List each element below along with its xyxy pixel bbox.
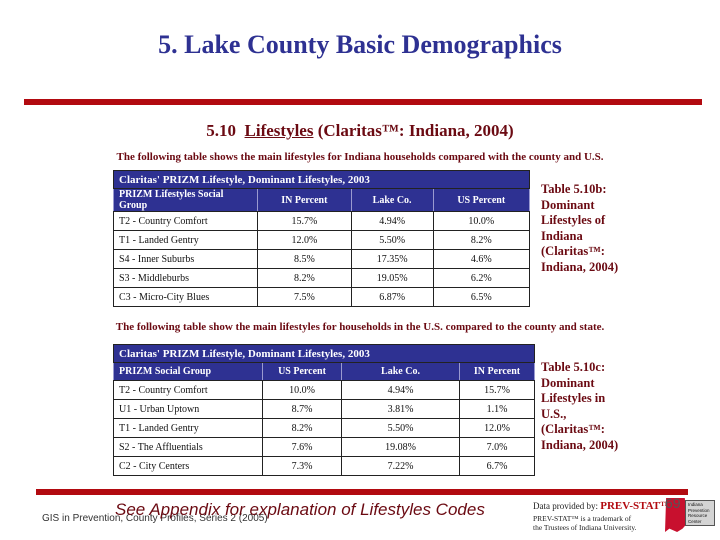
table-5-10b-caption: Table 5.10b: Dominant Lifestyles of Indi… [541,182,651,275]
value-cell: 7.3% [262,456,342,476]
group-cell: C3 - Micro-City Blues [113,287,258,307]
trademark-note: PREV-STAT™ is a trademark of the Trustee… [533,514,636,532]
caption-line: Indiana [541,228,583,243]
indiana-map-icon [665,498,687,532]
page-title: 5. Lake County Basic Demographics [158,30,562,59]
caption-line: Lifestyles of [541,213,606,227]
value-cell: 8.2% [257,268,352,288]
value-cell: 19.08% [341,437,460,457]
column-header: IN Percent [459,362,535,381]
value-cell: 6.87% [350,287,434,307]
value-cell: 7.0% [459,437,535,457]
value-cell: 15.7% [459,380,535,400]
value-cell: 7.6% [262,437,342,457]
page-number: 69 [665,495,681,511]
group-cell: T2 - Country Comfort [113,211,258,231]
intro-text-1: The following table shows the main lifes… [116,151,604,163]
value-cell: 6.5% [432,287,531,307]
value-cell: 4.94% [341,380,460,400]
caption-line: (Claritas™: [541,244,605,258]
prev-stat-brand: PREV-STAT™ [600,500,672,512]
table-caption: Claritas' PRIZM Lifestyle, Dominant Life… [113,344,535,363]
column-header: Lake Co. [341,362,460,381]
group-cell: U1 - Urban Uptown [113,399,263,419]
value-cell: 8.7% [262,399,342,419]
caption-line: U.S., [541,406,567,421]
column-header: US Percent [432,188,531,212]
table-row: C3 - Micro-City Blues 7.5% 6.87% 6.5% [113,287,531,307]
value-cell: 17.35% [350,249,434,269]
value-cell: 19.05% [350,268,434,288]
appendix-note: See Appendix for explanation of Lifestyl… [115,500,485,519]
group-cell: C2 - City Centers [113,456,263,476]
value-cell: 3.81% [341,399,460,419]
group-cell: T1 - Landed Gentry [113,418,263,438]
footer-source: GIS in Prevention, County Profiles, Seri… [42,513,268,524]
value-cell: 6.7% [459,456,535,476]
section-heading: 5.10 Lifestyles (Claritas™: Indiana, 200… [0,121,720,141]
value-cell: 6.2% [432,268,531,288]
provided-by-label: Data provided by: [533,501,601,511]
table-row: T2 - Country Comfort 10.0% 4.94% 15.7% [113,380,535,400]
value-cell: 7.22% [341,456,460,476]
caption-line: Table 5.10c: [541,360,606,374]
caption-line: Indiana, 2004) [541,437,619,452]
iprc-logo: Indiana Prevention Resource Center [685,500,715,526]
value-cell: 7.5% [257,287,352,307]
column-header: Lake Co. [350,188,434,212]
table-row: U1 - Urban Uptown 8.7% 3.81% 1.1% [113,399,535,419]
bottom-divider [36,489,688,495]
table-row: T2 - Country Comfort 15.7% 4.94% 10.0% [113,211,531,231]
top-divider [24,99,702,105]
caption-line: Indiana, 2004) [541,259,619,274]
table-row: S3 - Middleburbs 8.2% 19.05% 6.2% [113,268,531,288]
data-provider-line: Data provided by: PREV-STAT™ [533,500,671,512]
value-cell: 4.94% [350,211,434,231]
trademark-line: the Trustees of Indiana University. [533,523,637,532]
group-cell: T1 - Landed Gentry [113,230,258,250]
column-header: PRIZM Social Group [113,362,263,381]
group-cell: S4 - Inner Suburbs [113,249,258,269]
value-cell: 15.7% [257,211,352,231]
value-cell: 8.5% [257,249,352,269]
value-cell: 5.50% [341,418,460,438]
lifestyles-link[interactable]: Lifestyles [244,121,314,140]
caption-line: (Claritas™: [541,422,605,436]
value-cell: 8.2% [262,418,342,438]
caption-line: Dominant [541,375,595,390]
value-cell: 10.0% [262,380,342,400]
trademark-line: PREV-STAT™ is a trademark of [533,514,632,523]
value-cell: 12.0% [257,230,352,250]
section-number: 5.10 [206,121,237,140]
value-cell: 5.50% [350,230,434,250]
value-cell: 4.6% [432,249,531,269]
caption-line: Table 5.10b: [541,182,607,196]
value-cell: 12.0% [459,418,535,438]
caption-line: Lifestyles in [541,391,606,405]
group-cell: T2 - Country Comfort [113,380,263,400]
table-5-10c-caption: Table 5.10c: Dominant Lifestyles in U.S.… [541,360,651,453]
us-lifestyles-table: Claritas' PRIZM Lifestyle, Dominant Life… [113,344,535,476]
table-caption: Claritas' PRIZM Lifestyle, Dominant Life… [113,170,530,189]
intro-text-2: The following table show the main lifest… [115,321,605,333]
column-header: PRIZM Lifestyles Social Group [113,188,258,212]
section-suffix: (Claritas™: Indiana, 2004) [313,121,514,140]
table-row: S4 - Inner Suburbs 8.5% 17.35% 4.6% [113,249,531,269]
column-header: US Percent [262,362,342,381]
value-cell: 1.1% [459,399,535,419]
indiana-lifestyles-table: Claritas' PRIZM Lifestyle, Dominant Life… [113,170,531,307]
table-row: S2 - The Affluentials 7.6% 19.08% 7.0% [113,437,535,457]
table-row: T1 - Landed Gentry 12.0% 5.50% 8.2% [113,230,531,250]
value-cell: 10.0% [432,211,531,231]
caption-line: Dominant [541,197,595,212]
group-cell: S3 - Middleburbs [113,268,258,288]
column-header: IN Percent [257,188,352,212]
group-cell: S2 - The Affluentials [113,437,263,457]
table-row: C2 - City Centers 7.3% 7.22% 6.7% [113,456,535,476]
value-cell: 8.2% [432,230,531,250]
table-row: T1 - Landed Gentry 8.2% 5.50% 12.0% [113,418,535,438]
